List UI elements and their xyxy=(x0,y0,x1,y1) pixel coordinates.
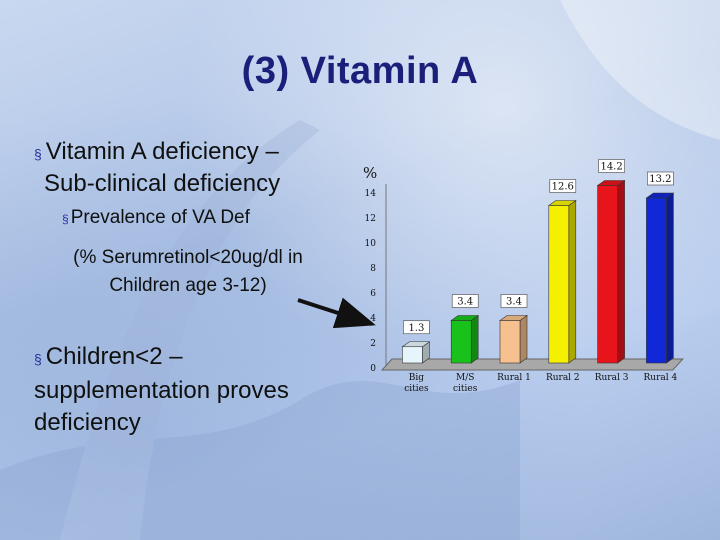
bullet1-line1: Vitamin A deficiency – xyxy=(45,138,279,165)
pointer-arrow xyxy=(297,297,376,329)
y-tick-label: 2 xyxy=(370,339,376,349)
prevalence-note: (% Serumretinol<20ug/dl in Children age … xyxy=(38,244,338,300)
y-tick-label: 4 xyxy=(370,314,376,324)
sub-bullet-text: Prevalence of VA Def xyxy=(70,207,250,228)
bar xyxy=(597,185,618,364)
data-label: 12.6 xyxy=(552,182,574,193)
bullet2-line3: deficiency xyxy=(34,409,141,436)
bullet-marker-icon: § xyxy=(34,146,42,162)
bullet2-line2: supplementation proves xyxy=(34,377,289,404)
note-line2: Children age 3-12) xyxy=(109,275,267,296)
y-tick-label: 6 xyxy=(370,289,376,299)
data-label-box xyxy=(403,320,430,335)
data-label: 1.3 xyxy=(408,323,424,334)
y-tick-label: 10 xyxy=(365,239,377,249)
y-tick-label: 12 xyxy=(365,214,376,224)
bullet2-line1: Children<2 – xyxy=(45,343,183,370)
bullet1-line2: Sub-clinical deficiency xyxy=(44,170,281,197)
bar-side xyxy=(519,314,528,364)
data-label: 13.2 xyxy=(649,174,671,185)
sub-bullet-prevalence: § Prevalence of VA Def xyxy=(62,207,362,229)
bar xyxy=(548,205,570,364)
data-label-box xyxy=(549,179,577,193)
note-line1: (% Serumretinol<20ug/dl in xyxy=(73,247,303,268)
chart-floor xyxy=(380,358,684,371)
data-label-box xyxy=(451,294,479,308)
bullet-marker-icon: § xyxy=(34,351,42,367)
bar xyxy=(450,320,472,364)
x-tick-label: M/S cities xyxy=(453,373,478,394)
data-label-box xyxy=(647,171,674,186)
bar-side xyxy=(617,179,625,364)
bar-side xyxy=(568,199,577,364)
data-label: 3.4 xyxy=(457,297,473,308)
data-label: 3.4 xyxy=(506,297,522,308)
bar xyxy=(499,320,521,364)
data-label: 14.2 xyxy=(600,162,622,173)
data-label-box xyxy=(500,294,528,308)
x-tick-label: Big cities xyxy=(404,373,429,394)
x-tick-label: Rural 2 xyxy=(546,373,580,383)
data-label-box xyxy=(598,159,625,173)
bullet-children-under-2: § Children<2 – supplementation proves def… xyxy=(34,341,354,439)
bar xyxy=(402,346,423,364)
x-tick-label: Rural 3 xyxy=(595,373,629,383)
y-tick-label: 0 xyxy=(370,364,376,374)
bar-side xyxy=(666,192,674,364)
sub-bullet-marker-icon: § xyxy=(62,212,69,226)
y-tick-label: 14 xyxy=(365,189,377,199)
bar xyxy=(646,197,667,364)
bar-side xyxy=(470,314,479,364)
y-axis-label: % xyxy=(363,164,377,182)
bullet-vitamin-a-deficiency: § Vitamin A deficiency – Sub-clinical def… xyxy=(34,137,354,199)
y-tick-label: 8 xyxy=(370,264,376,274)
slide-title: (3) Vitamin A xyxy=(241,50,479,92)
x-tick-label: Rural 1 xyxy=(497,373,531,383)
x-tick-label: Rural 4 xyxy=(644,373,678,383)
